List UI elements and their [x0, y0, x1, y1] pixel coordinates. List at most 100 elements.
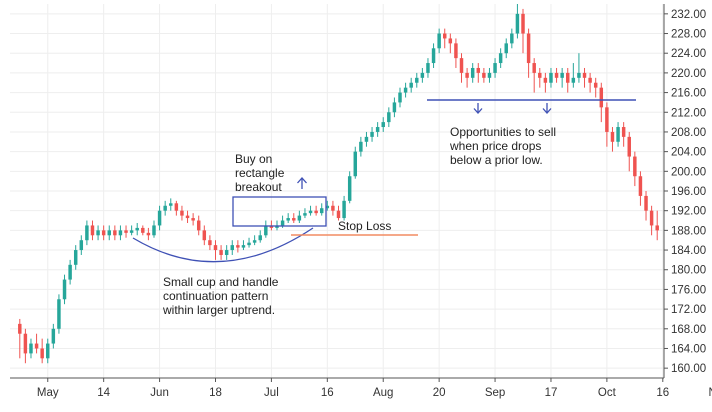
candle-body — [129, 230, 134, 233]
candle-body — [571, 77, 576, 83]
candle-body — [616, 127, 620, 142]
candle — [40, 338, 44, 364]
candle-body — [247, 242, 251, 246]
candle — [403, 82, 408, 98]
candle-body — [342, 200, 346, 219]
candle-body — [409, 82, 413, 88]
candle — [554, 67, 559, 83]
candle-body — [504, 43, 508, 54]
candle-body — [577, 72, 581, 78]
candle-body — [437, 33, 441, 49]
candle-body — [269, 225, 274, 228]
candle-body — [498, 53, 503, 64]
cup-curve — [132, 227, 314, 263]
grid — [10, 4, 664, 378]
candle — [398, 87, 402, 108]
y-tick-label: 188.00 — [671, 225, 706, 237]
y-tick-label: 192.00 — [671, 206, 706, 218]
y-tick-label: 180.00 — [671, 265, 706, 277]
candle — [638, 171, 643, 206]
candle-body — [90, 225, 95, 236]
sell-annotation-line-1: Opportunities to sell — [450, 125, 556, 139]
candle-body — [549, 72, 553, 83]
candle — [57, 294, 61, 334]
candle — [409, 77, 413, 93]
candle — [247, 237, 251, 248]
candle-body — [230, 245, 234, 251]
candle-body — [264, 225, 268, 236]
candle — [146, 227, 151, 241]
candle-body — [68, 264, 72, 280]
candle-body — [331, 205, 335, 211]
candle — [644, 191, 648, 221]
sell-annotation-line-3: below a prior low. — [450, 153, 543, 167]
candle — [308, 205, 313, 216]
candle-body — [649, 210, 654, 226]
up-arrow-icon — [297, 177, 307, 189]
candle — [331, 200, 335, 216]
candle-body — [185, 215, 190, 219]
cup-annotation-line-2: continuation pattern — [163, 289, 268, 303]
candle — [196, 215, 201, 236]
candle — [152, 220, 156, 238]
candle — [129, 225, 134, 236]
candle — [370, 127, 374, 142]
candle-body — [655, 225, 659, 231]
candle-body — [191, 218, 195, 221]
candle — [599, 82, 604, 123]
y-axis-ticks: 160.00 164.00 168.00 172.00 176.00 180.00 184.… — [664, 9, 706, 375]
candle — [465, 67, 469, 88]
candle — [610, 127, 615, 152]
candle — [420, 67, 425, 83]
down-arrow-icon — [542, 103, 552, 114]
candle — [487, 67, 492, 83]
candle — [560, 67, 564, 88]
candle — [191, 213, 195, 226]
candle-body — [314, 210, 318, 214]
candle-body — [353, 151, 358, 177]
candle-body — [633, 156, 637, 177]
candle-body — [118, 230, 123, 236]
candle-body — [297, 215, 302, 221]
candle-body — [40, 348, 44, 359]
candle — [236, 240, 240, 253]
candle — [504, 38, 508, 59]
candle — [649, 205, 654, 236]
candle-body — [163, 205, 167, 211]
candle-body — [364, 136, 369, 142]
candle-body — [426, 63, 430, 73]
candle-body — [554, 72, 559, 78]
candle-body — [286, 218, 290, 221]
candle — [325, 200, 330, 211]
candle — [73, 245, 78, 270]
y-tick-label: 168.00 — [671, 324, 706, 336]
candle-body — [292, 218, 296, 221]
candle-body — [387, 112, 391, 123]
x-tick-label: Nov — [708, 387, 712, 399]
candle-body — [543, 77, 548, 83]
candle — [18, 318, 22, 359]
candle-body — [157, 210, 162, 226]
candle-body — [107, 230, 111, 236]
candle-body — [593, 82, 598, 88]
annotations: Buy on rectangle breakout Stop Loss Smal… — [132, 99, 636, 317]
candle-body — [196, 220, 201, 231]
candle — [224, 245, 229, 260]
candle-body — [224, 250, 229, 255]
candle — [543, 72, 548, 93]
candle — [113, 225, 117, 241]
candle-body — [169, 203, 173, 206]
candle — [448, 33, 453, 54]
y-tick-label: 220.00 — [671, 68, 706, 80]
candle — [566, 67, 570, 93]
x-tick-label: 20 — [433, 387, 446, 399]
candle-body — [588, 77, 592, 83]
candle — [202, 225, 207, 246]
candle-body — [62, 279, 67, 300]
candle — [605, 102, 609, 147]
candle-body — [359, 141, 363, 152]
candle — [593, 77, 598, 98]
y-tick-label: 172.00 — [671, 304, 706, 316]
candle-body — [135, 227, 139, 231]
